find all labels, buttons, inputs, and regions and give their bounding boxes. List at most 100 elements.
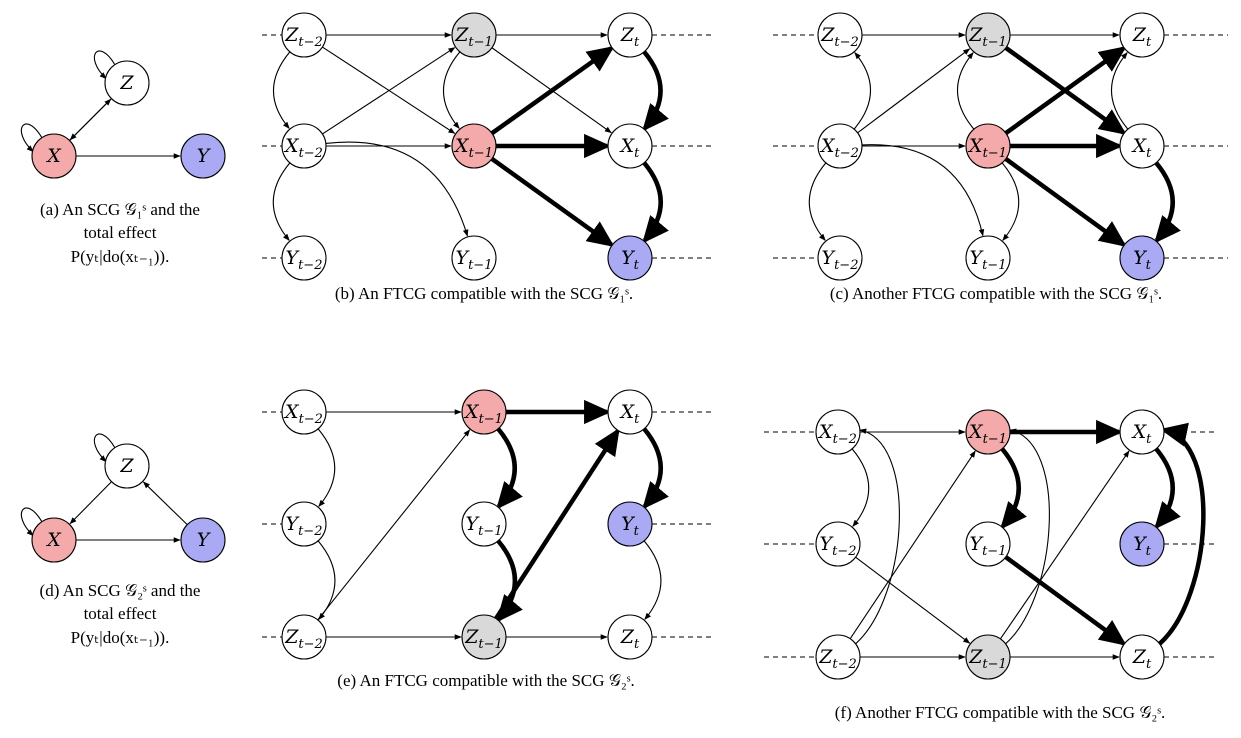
panel-c-edge-X0-to-Z0 — [1110, 52, 1129, 130]
panel-f-edge-Z1-to-X0 — [999, 450, 1130, 640]
panel-e-node-Z0: Zt — [607, 614, 653, 660]
svg-text:Yt−1: Yt−1 — [970, 247, 1007, 273]
panel-c-node-X2: Xt−2 — [817, 123, 863, 169]
panel-d-edge-X-to-X — [20, 507, 43, 537]
panel-a-caption-line-0: (a) An SCG 𝒢₁ˢ and the — [40, 200, 200, 219]
panel-c-node-Y1: Yt−1 — [965, 235, 1011, 281]
svg-text:Yt: Yt — [621, 513, 640, 539]
panel-a-node-X: X — [31, 133, 77, 179]
svg-text:Xt: Xt — [1131, 135, 1153, 161]
panel-c-edge-X2-to-Z1 — [857, 48, 971, 134]
panel-c-node-Z0: Zt — [1119, 12, 1165, 58]
svg-text:Yt: Yt — [1133, 533, 1152, 559]
panel-e-edge-Z1-to-X0 — [494, 427, 620, 620]
panel-a-edge-X-to-X — [20, 123, 43, 153]
svg-text:Yt−2: Yt−2 — [820, 533, 857, 559]
panel-b-edge-Z2-to-X2 — [272, 51, 291, 129]
panel-e-edge-Y0-to-Z0 — [643, 540, 662, 620]
svg-text:Yt−2: Yt−2 — [822, 247, 859, 273]
svg-text:Yt−1: Yt−1 — [456, 247, 493, 273]
panel-e-edge-Z2-to-X1 — [317, 429, 471, 621]
svg-text:Xt−1: Xt−1 — [967, 135, 1007, 161]
svg-text:Xt−2: Xt−2 — [817, 421, 857, 447]
panel-b-node-Y0: Yt — [607, 235, 653, 281]
panel-e-node-Y0: Yt — [607, 501, 653, 547]
panel-a-caption-line-2: P(yₜ|do(xₜ₋₁)). — [71, 247, 170, 266]
panel-f-edge-Z2-to-X2 — [855, 428, 900, 645]
panel-d-caption-line-0: (d) An SCG 𝒢₂ˢ and the — [40, 581, 201, 600]
panel-f-edge-X2-to-Y2 — [851, 448, 870, 527]
panel-e-edge-Y1-to-Z1 — [496, 539, 523, 623]
panel-e-node-Y1: Yt−1 — [461, 501, 507, 547]
panel-a-node-Z: Z — [104, 60, 150, 106]
svg-text:Y: Y — [197, 529, 212, 551]
svg-text:Y: Y — [197, 145, 212, 167]
svg-text:Xt−1: Xt−1 — [967, 421, 1007, 447]
panel-b-edge-X1-to-Z0 — [490, 45, 615, 136]
svg-text:Yt−1: Yt−1 — [970, 533, 1007, 559]
panel-e-node-Y2: Yt−2 — [281, 501, 327, 547]
panel-e-edge-X2-to-Y2 — [317, 428, 336, 507]
panel-b-edge-Z1-to-X1 — [442, 51, 461, 129]
svg-text:Xt: Xt — [619, 401, 641, 427]
panel-f-node-Y2: Yt−2 — [815, 521, 861, 567]
panel-f-node-X2: Xt−2 — [815, 409, 861, 455]
svg-text:Zt−1: Zt−1 — [968, 646, 1007, 672]
panel-f-edge-Y1-to-Z0 — [1004, 555, 1127, 646]
panel-a-node-Y: Y — [180, 133, 226, 179]
panel-e-edge-Y2-to-Z2 — [317, 540, 336, 620]
panel-f-edge-X0-to-Y0 — [1154, 447, 1181, 530]
panel-e-caption-line-0: (e) An FTCG compatible with the SCG 𝒢₂ˢ. — [337, 671, 634, 690]
panel-c-edge-X1-to-Z1 — [956, 52, 975, 130]
panel-b-edge-X2-to-Y2 — [272, 162, 291, 241]
svg-text:Yt−2: Yt−2 — [286, 513, 323, 539]
svg-text:X: X — [45, 529, 62, 551]
panel-e-node-X0: Xt — [607, 389, 653, 435]
panel-f-node-Z0: Zt — [1119, 634, 1165, 680]
panel-b-node-Z0: Zt — [607, 12, 653, 58]
panel-b-node-Z1: Zt−1 — [451, 12, 497, 58]
panel-c-edge-X0-to-Y0 — [1154, 161, 1181, 244]
panel-a-caption-line-1: total effect — [84, 223, 157, 242]
panel-c-node-X1: Xt−1 — [965, 123, 1011, 169]
panel-c-node-Y0: Yt — [1119, 235, 1165, 281]
panel-f-edge-X1-to-Y1 — [1000, 447, 1027, 530]
svg-text:Zt−1: Zt−1 — [968, 24, 1007, 50]
svg-text:Xt−1: Xt−1 — [453, 135, 493, 161]
panel-d-node-X: X — [31, 517, 77, 563]
panel-e-edge-X0-to-Y0 — [642, 427, 669, 510]
panel-c-edge-X2-to-Y1 — [861, 144, 985, 237]
panel-c-node-Z1: Zt−1 — [965, 12, 1011, 58]
svg-text:Zt−2: Zt−2 — [284, 24, 323, 50]
panel-d-edge-Z-to-Z — [93, 433, 116, 463]
svg-text:Zt: Zt — [1132, 646, 1152, 672]
panel-f-node-Z1: Zt−1 — [965, 634, 1011, 680]
svg-text:Xt−2: Xt−2 — [283, 401, 323, 427]
panel-f-edge-Z0-to-X0 — [1158, 422, 1206, 646]
svg-text:Yt−2: Yt−2 — [286, 247, 323, 273]
nodes-layer: Z X Y Zt−2 Zt−1 Zt Xt−2 Xt−1 Xt Yt−2 Yt−1 Yt Zt−2 Zt−… — [31, 12, 1165, 680]
panel-f-edge-Y2-to-Z1 — [855, 556, 971, 644]
panel-f-node-Z2: Zt−2 — [815, 634, 861, 680]
panel-e-edge-X1-to-Y1 — [496, 427, 523, 510]
panel-c-caption-line-0: (c) Another FTCG compatible with the SCG… — [830, 284, 1162, 303]
svg-text:Xt−2: Xt−2 — [283, 135, 323, 161]
panel-f-node-X1: Xt−1 — [965, 409, 1011, 455]
svg-text:Zt−2: Zt−2 — [818, 646, 857, 672]
svg-text:Zt−2: Zt−2 — [284, 626, 323, 652]
panel-e-node-X1: Xt−1 — [461, 389, 507, 435]
panel-f-edge-Z2-to-X1 — [849, 450, 976, 640]
panel-d-edge-Y-to-Z — [142, 481, 188, 526]
panel-b-edge-X0-to-Y0 — [642, 161, 669, 244]
svg-text:Xt−2: Xt−2 — [819, 135, 859, 161]
panel-b-node-X0: Xt — [607, 123, 653, 169]
svg-text:Z: Z — [119, 455, 134, 477]
panel-e-node-X2: Xt−2 — [281, 389, 327, 435]
svg-text:Zt−1: Zt−1 — [464, 626, 503, 652]
svg-text:Z: Z — [119, 72, 134, 94]
panel-b-edge-X2-to-Y1 — [325, 141, 469, 237]
edges-layer — [20, 32, 1206, 660]
panel-e-node-Z1: Zt−1 — [461, 614, 507, 660]
panel-a-edge-Z-to-X — [69, 98, 112, 141]
panel-e-node-Z2: Zt−2 — [281, 614, 327, 660]
